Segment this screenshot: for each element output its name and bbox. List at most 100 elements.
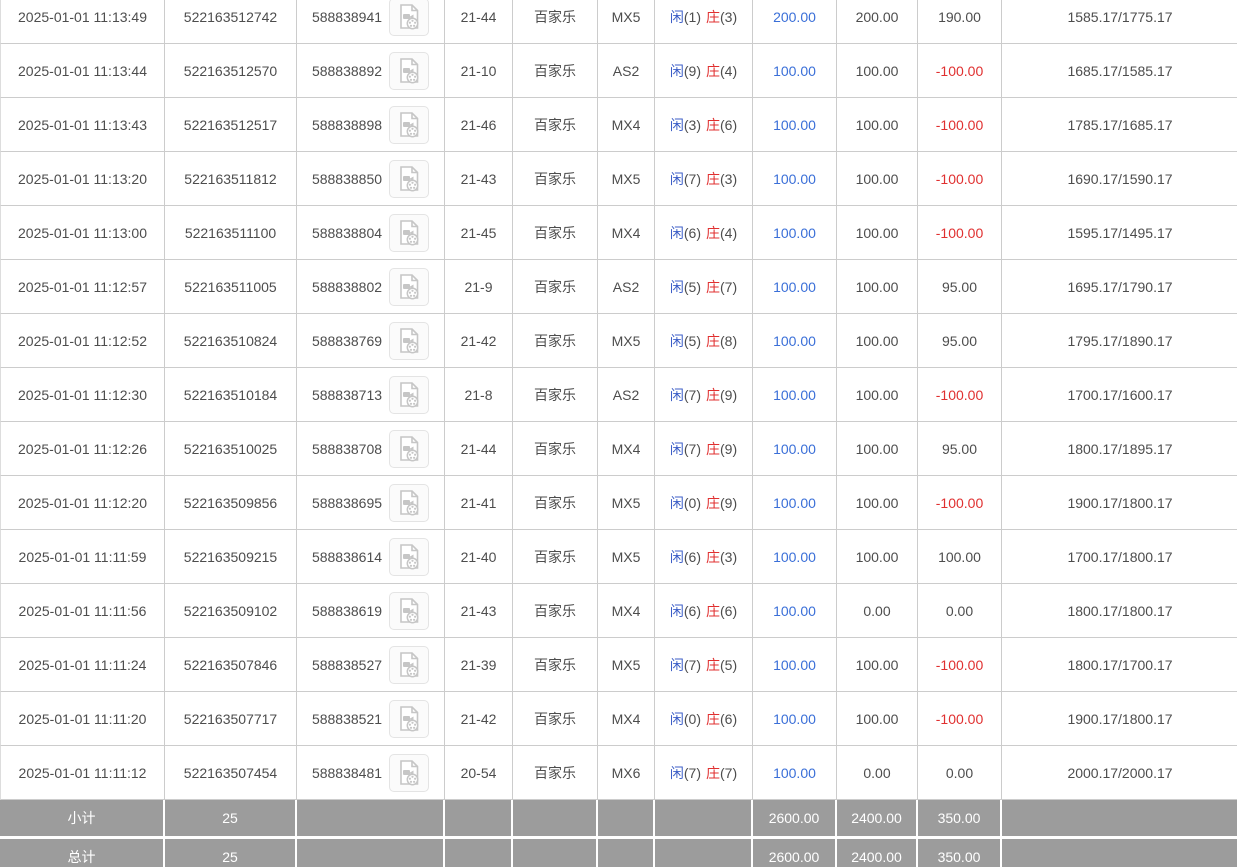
video-replay-button[interactable] <box>389 51 430 90</box>
bet-amount-cell: 100.00 <box>753 368 837 421</box>
bet-amount-link[interactable]: 100.00 <box>773 62 816 79</box>
valid-amount: 0.00 <box>837 746 918 799</box>
game-type: 百家乐 <box>513 422 598 475</box>
balance-before-after: 2000.17/2000.17 <box>1067 764 1173 781</box>
game-result: 闲 (6) 庄 (6) <box>655 584 753 637</box>
video-replay-button[interactable] <box>389 267 430 306</box>
video-replay-button[interactable] <box>389 213 430 252</box>
valid-amount: 100.00 <box>837 368 918 421</box>
bet-amount-link[interactable]: 100.00 <box>773 494 816 511</box>
game-type: 百家乐 <box>513 368 598 421</box>
table-code: AS2 <box>598 368 655 421</box>
table-number: 21-44 <box>445 422 513 475</box>
player-label: 闲 <box>669 764 684 781</box>
game-result: 闲 (1) 庄 (3) <box>655 0 753 43</box>
player-label: 闲 <box>669 440 684 457</box>
video-replay-button[interactable] <box>389 429 430 468</box>
bet-amount-link[interactable]: 100.00 <box>773 278 816 295</box>
video-replay-button[interactable] <box>389 483 430 522</box>
bet-amount-cell: 100.00 <box>753 530 837 583</box>
valid-amount: 100.00 <box>837 44 918 97</box>
win-loss: 0.00 <box>918 746 1002 799</box>
bet-id: 522163507846 <box>165 638 297 691</box>
bet-amount-link[interactable]: 100.00 <box>773 548 816 565</box>
game-id-cell: 588838892 <box>297 44 445 97</box>
player-score: (6) <box>683 224 701 241</box>
valid-amount: 100.00 <box>837 638 918 691</box>
video-file-icon <box>396 705 422 733</box>
win-loss: -100.00 <box>918 638 1002 691</box>
win-loss: -100.00 <box>918 368 1002 421</box>
bet-id: 522163511100 <box>165 206 297 259</box>
balance-before-after: 1800.17/1800.17 <box>1067 602 1173 619</box>
player-score: (6) <box>683 602 701 619</box>
video-replay-button[interactable] <box>389 375 430 414</box>
bet-amount-link[interactable]: 100.00 <box>773 116 816 133</box>
bet-amount-link[interactable]: 100.00 <box>773 440 816 457</box>
banker-score: (3) <box>720 170 738 187</box>
video-replay-button[interactable] <box>389 321 430 360</box>
player-label: 闲 <box>669 602 684 619</box>
bet-amount-cell: 200.00 <box>753 0 837 43</box>
table-row: 2025-01-01 11:12:20 522163509856 5888386… <box>0 476 1237 530</box>
balance-before-after: 1795.17/1890.17 <box>1067 332 1173 349</box>
bet-amount-link[interactable]: 100.00 <box>773 224 816 241</box>
game-result: 闲 (3) 庄 (6) <box>655 98 753 151</box>
player-label: 闲 <box>669 62 684 79</box>
bet-amount-cell: 100.00 <box>753 422 837 475</box>
bet-amount-link[interactable]: 200.00 <box>773 8 816 25</box>
table-row: 2025-01-01 11:13:00 522163511100 5888388… <box>0 206 1237 260</box>
bet-time: 2025-01-01 11:13:44 <box>1 44 165 97</box>
video-file-icon <box>396 597 422 625</box>
banker-score: (7) <box>720 278 738 295</box>
bet-id: 522163507454 <box>165 746 297 799</box>
video-replay-button[interactable] <box>389 591 430 630</box>
banker-score: (3) <box>720 8 738 25</box>
video-replay-button[interactable] <box>389 753 430 792</box>
video-replay-button[interactable] <box>389 0 430 36</box>
bet-amount-cell: 100.00 <box>753 584 837 637</box>
win-loss: -100.00 <box>918 692 1002 745</box>
bet-id: 522163512570 <box>165 44 297 97</box>
video-replay-button[interactable] <box>389 537 430 576</box>
bet-amount-cell: 100.00 <box>753 152 837 205</box>
game-id: 588838898 <box>311 116 383 133</box>
video-replay-button[interactable] <box>389 159 430 198</box>
bet-amount-link[interactable]: 100.00 <box>773 170 816 187</box>
bet-time: 2025-01-01 11:13:20 <box>1 152 165 205</box>
bet-id: 522163512517 <box>165 98 297 151</box>
game-id-cell: 588838614 <box>297 530 445 583</box>
bet-amount-link[interactable]: 100.00 <box>773 332 816 349</box>
bet-amount-link[interactable]: 100.00 <box>773 602 816 619</box>
player-score: (3) <box>683 116 701 133</box>
banker-label: 庄 <box>706 440 720 457</box>
banker-label: 庄 <box>706 170 720 187</box>
video-replay-button[interactable] <box>389 699 430 738</box>
table-number: 20-54 <box>445 746 513 799</box>
video-replay-button[interactable] <box>389 105 430 144</box>
table-row: 2025-01-01 11:13:43 522163512517 5888388… <box>0 98 1237 152</box>
bet-amount-link[interactable]: 100.00 <box>773 710 816 727</box>
table-number: 21-43 <box>445 152 513 205</box>
table-number: 21-40 <box>445 530 513 583</box>
table-row: 2025-01-01 11:12:26 522163510025 5888387… <box>0 422 1237 476</box>
bet-amount-link[interactable]: 100.00 <box>773 386 816 403</box>
game-id-cell: 588838521 <box>297 692 445 745</box>
win-loss: 0.00 <box>918 584 1002 637</box>
valid-amount: 100.00 <box>837 692 918 745</box>
win-loss: -100.00 <box>918 98 1002 151</box>
bet-time: 2025-01-01 11:12:26 <box>1 422 165 475</box>
game-id: 588838619 <box>311 602 383 619</box>
valid-amount: 100.00 <box>837 314 918 367</box>
bet-id: 522163509856 <box>165 476 297 529</box>
game-id-cell: 588838708 <box>297 422 445 475</box>
bet-amount-link[interactable]: 100.00 <box>773 656 816 673</box>
video-replay-button[interactable] <box>389 645 430 684</box>
game-result: 闲 (7) 庄 (5) <box>655 638 753 691</box>
bet-amount-link[interactable]: 100.00 <box>773 764 816 781</box>
game-id-cell: 588838713 <box>297 368 445 421</box>
win-loss: -100.00 <box>918 476 1002 529</box>
banker-label: 庄 <box>706 494 720 511</box>
video-file-icon <box>396 759 422 787</box>
